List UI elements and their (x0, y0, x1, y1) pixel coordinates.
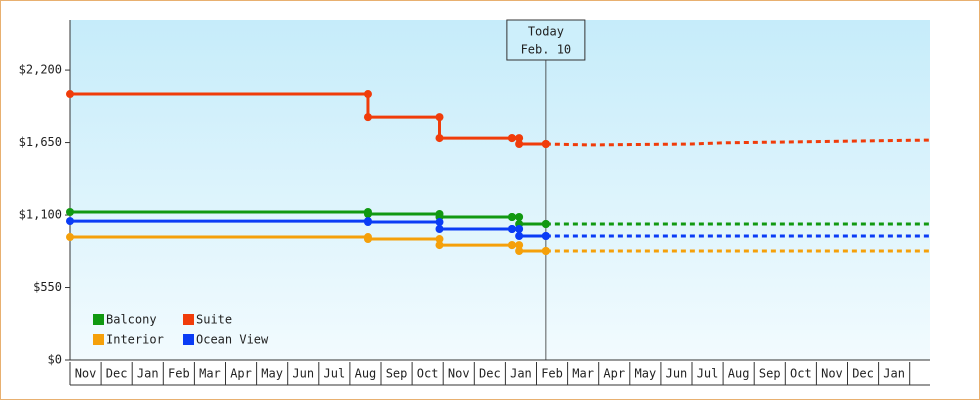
x-tick-label: Apr (603, 367, 625, 381)
point (363, 235, 372, 244)
point (66, 208, 74, 217)
x-tick-label: Sep (759, 367, 781, 381)
x-tick-label: May (261, 367, 283, 381)
legend-label: Balcony (106, 313, 157, 327)
point (541, 247, 550, 256)
point (66, 90, 74, 99)
x-tick-label: Jan (510, 367, 532, 381)
x-tick-label: Oct (790, 367, 812, 381)
point (507, 134, 516, 143)
legend-label: Interior (106, 333, 164, 347)
point (363, 209, 372, 218)
legend-label: Ocean View (196, 333, 269, 347)
point (435, 218, 444, 227)
point (515, 241, 524, 250)
x-tick-label: Aug (728, 367, 750, 381)
today-label: Today (528, 25, 564, 39)
x-tick-label: Dec (852, 367, 874, 381)
x-tick-label: Mar (572, 367, 594, 381)
x-tick-label: Jan (137, 367, 159, 381)
point (363, 113, 372, 122)
y-tick-label: $0 (48, 353, 62, 367)
point (507, 213, 516, 222)
point (363, 218, 372, 227)
point (363, 90, 372, 99)
point (541, 231, 550, 240)
x-tick-label: Nov (448, 367, 470, 381)
legend-swatch (183, 314, 194, 325)
x-tick-label: Jul (324, 367, 346, 381)
y-tick-label: $1,650 (19, 135, 62, 149)
legend-swatch (183, 334, 194, 345)
point (507, 225, 516, 234)
x-tick-label: Nov (75, 367, 97, 381)
x-tick-label: Oct (417, 367, 439, 381)
point (515, 134, 524, 143)
point (515, 140, 524, 149)
x-tick-label: Dec (106, 367, 128, 381)
point (435, 225, 444, 234)
x-tick-label: Dec (479, 367, 501, 381)
today-box (506, 19, 586, 61)
point (435, 241, 444, 250)
point (435, 235, 444, 244)
point (515, 247, 524, 256)
point (66, 217, 74, 226)
point (66, 233, 74, 242)
y-tick-label: $550 (33, 280, 62, 294)
x-tick-label: Feb (168, 367, 190, 381)
point (515, 225, 524, 234)
x-tick-label: Apr (230, 367, 252, 381)
x-tick-label: Aug (355, 367, 377, 381)
legend-label: Suite (196, 313, 232, 327)
x-tick-label: Mar (199, 367, 221, 381)
x-tick-label: Jun (666, 367, 688, 381)
legend-swatch (93, 314, 104, 325)
y-tick-label: $2,200 (19, 63, 62, 77)
forecast-line (545, 138, 931, 147)
y-tick-label: $1,100 (19, 208, 62, 222)
point (435, 134, 444, 143)
point (507, 241, 516, 250)
x-tick-label: Jun (292, 367, 314, 381)
point (515, 213, 524, 222)
legend-swatch (93, 334, 104, 345)
point (541, 220, 550, 228)
point (435, 113, 444, 122)
point (541, 140, 550, 149)
x-tick-label: Nov (821, 367, 843, 381)
x-tick-label: Jul (697, 367, 719, 381)
point (515, 231, 524, 240)
today-date: Feb. 10 (521, 43, 572, 57)
x-tick-label: Feb (541, 367, 563, 381)
plot-area (70, 20, 930, 360)
x-tick-label: May (635, 367, 657, 381)
x-tick-label: Jan (883, 367, 905, 381)
x-tick-label: Sep (386, 367, 408, 381)
